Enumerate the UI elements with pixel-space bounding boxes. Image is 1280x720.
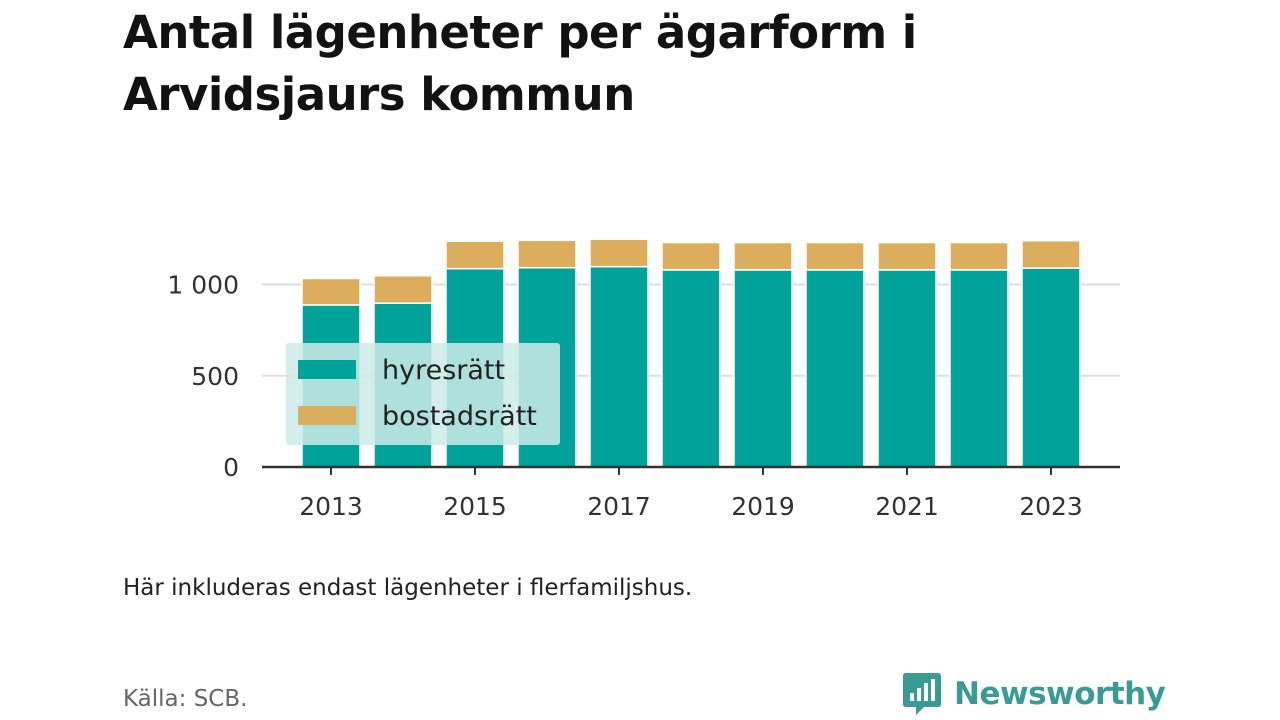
x-tick-label: 2019 [731,492,795,521]
legend: hyresrätt bostadsrätt [286,343,560,445]
legend-swatch-hyresratt [298,360,356,379]
bar-bostadsratt-2023 [1021,239,1081,269]
legend-label-bostadsratt: bostadsrätt [382,401,537,432]
bar-bostadsratt-2013 [301,277,361,306]
bar-hyresratt-2020 [805,269,865,468]
bar-hyresratt-2022 [949,269,1009,468]
bar-hyresratt-2021 [877,269,937,468]
x-tick-label: 2013 [299,492,363,521]
x-tick-label: 2015 [443,492,507,521]
bar-bostadsratt-2014 [373,274,433,304]
y-tick-label: 500 [191,362,239,391]
chart-title: Antal lägenheter per ägarform i Arvidsja… [123,6,917,121]
bar-bostadsratt-2022 [949,241,1009,271]
bar-bostadsratt-2017 [589,238,649,268]
chart-note: Här inkluderas endast lägenheter i flerf… [123,575,693,601]
bar-bostadsratt-2020 [805,241,865,271]
axes: 0 500 1 000 2013 2015 2017 2019 2021 2023 [167,271,1120,521]
source-text: Källa: SCB. [123,686,248,712]
x-tick-label: 2017 [587,492,651,521]
bar-bostadsratt-2021 [877,241,937,271]
bar-bostadsratt-2015 [445,240,505,270]
newsworthy-logo: Newsworthy [902,670,1166,718]
bar-hyresratt-2018 [661,269,721,468]
legend-swatch-bostadsratt [298,406,356,425]
bar-bostadsratt-2016 [517,239,577,269]
logo-text: Newsworthy [954,676,1166,712]
bar-hyresratt-2019 [733,269,793,468]
x-tick-label: 2021 [875,492,939,521]
legend-label-hyresratt: hyresrätt [382,355,505,386]
y-tick-label: 0 [223,453,239,482]
bar-bostadsratt-2019 [733,241,793,271]
x-tick-label: 2023 [1019,492,1083,521]
bar-hyresratt-2023 [1021,267,1081,468]
bar-bostadsratt-2018 [661,241,721,271]
y-tick-label: 1 000 [167,271,239,300]
bar-hyresratt-2017 [589,265,649,468]
newsworthy-logo-icon [903,673,941,715]
